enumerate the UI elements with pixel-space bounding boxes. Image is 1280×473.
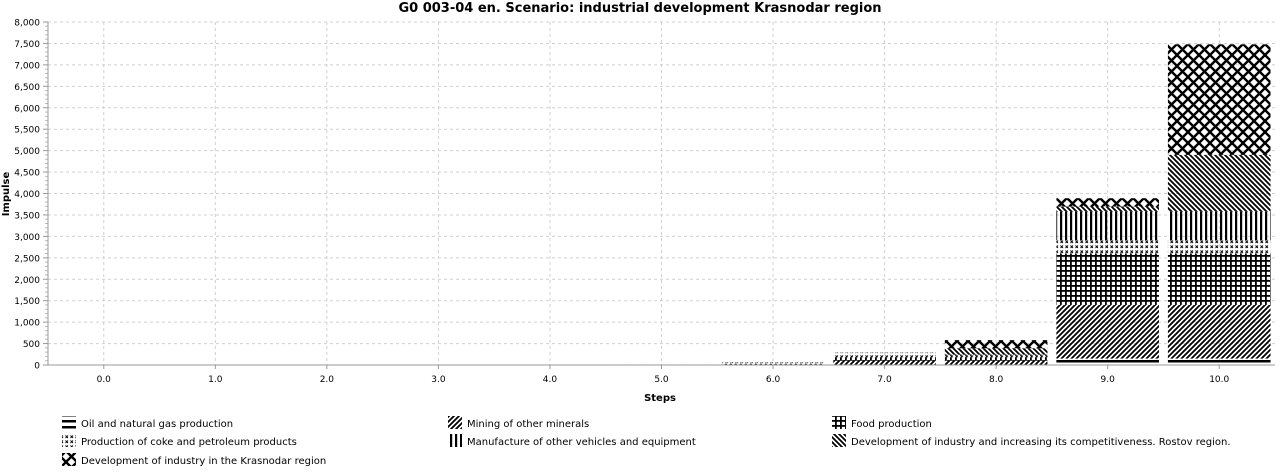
bar-segment-small-crosses — [1056, 240, 1159, 254]
legend: Oil and natural gas production Mining of … — [62, 416, 1231, 467]
x-tick-label: 10.0 — [1209, 375, 1229, 385]
axes: 0 500 1,000 1,500 2,000 2,500 3,000 3,500 4,000 4… — [14, 19, 1275, 385]
y-tick-label: 2,000 — [14, 276, 40, 286]
x-tick-label: 7.0 — [877, 375, 892, 385]
y-tick-label: 5,500 — [14, 126, 40, 136]
chart-title: G0 003-04 en. Scenario: industrial devel… — [398, 1, 881, 16]
x-tick-label: 1.0 — [208, 375, 223, 385]
bar-segment-horizontal-lines — [1056, 358, 1159, 365]
bar-segment-diamond-lattice — [1167, 44, 1271, 155]
bar-segment-grid — [721, 363, 825, 365]
bar-segment-diamond-lattice — [1056, 198, 1159, 207]
y-tick-label: 500 — [23, 340, 40, 350]
y-tick-label: 1,500 — [14, 297, 40, 307]
bar-segment-small-crosses — [833, 352, 936, 358]
bar-segment-small-crosses — [721, 362, 825, 364]
bar-segment-back-diagonal-lines — [1056, 206, 1159, 212]
x-tick-label: 8.0 — [989, 375, 1004, 385]
y-tick-label: 2,500 — [14, 254, 40, 264]
legend-swatch-vertical-lines — [448, 434, 462, 447]
x-tick-label: 6.0 — [766, 375, 781, 385]
x-tick-label: 2.0 — [320, 375, 335, 385]
bar-segment-grid — [1167, 253, 1271, 305]
bar-segment-small-crosses — [1167, 240, 1271, 254]
x-axis-title: Steps — [644, 393, 676, 404]
bar-segment-back-diagonal-lines — [1167, 154, 1271, 212]
y-tick-label: 6,500 — [14, 83, 40, 93]
bar-segment-grid — [833, 357, 936, 361]
bar-segment-vertical-lines — [1167, 211, 1271, 241]
x-tick-label: 9.0 — [1101, 375, 1116, 385]
bar-segment-small-crosses — [610, 364, 713, 365]
x-tick-label: 0.0 — [97, 375, 112, 385]
y-tick-label: 0 — [34, 362, 40, 372]
y-tick-label: 6,000 — [14, 104, 40, 114]
legend-label: Mining of other minerals — [467, 419, 589, 430]
legend-label: Production of coke and petroleum product… — [81, 437, 297, 448]
legend-label: Development of industry in the Krasnodar… — [81, 456, 326, 467]
legend-swatch-diamond-lattice — [62, 453, 76, 466]
x-tick-label: 4.0 — [543, 375, 558, 385]
x-tick-label: 5.0 — [654, 375, 669, 385]
y-axis-title: Impulse — [1, 171, 12, 216]
bar-segment-vertical-lines — [1056, 211, 1159, 241]
y-tick-label: 5,000 — [14, 147, 40, 157]
y-tick-label: 3,500 — [14, 211, 40, 221]
legend-label: Oil and natural gas production — [81, 419, 233, 430]
y-tick-label: 7,500 — [14, 40, 40, 50]
legend-label: Food production — [851, 419, 932, 430]
legend-label: Development of industry and increasing i… — [851, 437, 1231, 448]
bar-segment-small-crosses — [944, 355, 1048, 358]
bar-segment-diagonal-lines — [1056, 304, 1159, 359]
legend-swatch-grid — [832, 416, 846, 429]
legend-label: Manufacture of other vehicles and equipm… — [467, 437, 696, 448]
bar-segment-diagonal-lines — [944, 360, 1048, 365]
y-tick-label: 3,000 — [14, 233, 40, 243]
y-tick-label: 8,000 — [14, 19, 40, 29]
bar-segment-horizontal-lines — [1167, 358, 1271, 365]
y-tick-label: 4,000 — [14, 190, 40, 200]
y-tick-label: 4,500 — [14, 169, 40, 179]
bar-segment-vertical-lines — [944, 354, 1048, 356]
bar-segment-diagonal-lines — [833, 360, 936, 365]
y-tick-label: 1,000 — [14, 319, 40, 329]
legend-swatch-back-diagonal-lines — [832, 434, 846, 447]
y-tick-label: 7,000 — [14, 61, 40, 71]
bar-segment-diagonal-lines — [1167, 304, 1271, 359]
bar-segment-grid — [1056, 253, 1159, 305]
bar-segment-diagonal-lines — [721, 364, 825, 365]
bar-segment-grid — [944, 357, 1048, 361]
x-tick-label: 3.0 — [431, 375, 446, 385]
legend-swatch-small-crosses — [62, 434, 76, 447]
bar-segment-diamond-lattice — [944, 340, 1048, 349]
bars — [387, 44, 1271, 366]
legend-swatch-diagonal-lines — [448, 416, 462, 429]
bar-segment-back-diagonal-lines — [944, 348, 1048, 355]
legend-swatch-horizontal-lines — [62, 416, 76, 429]
grid — [48, 21, 1275, 365]
